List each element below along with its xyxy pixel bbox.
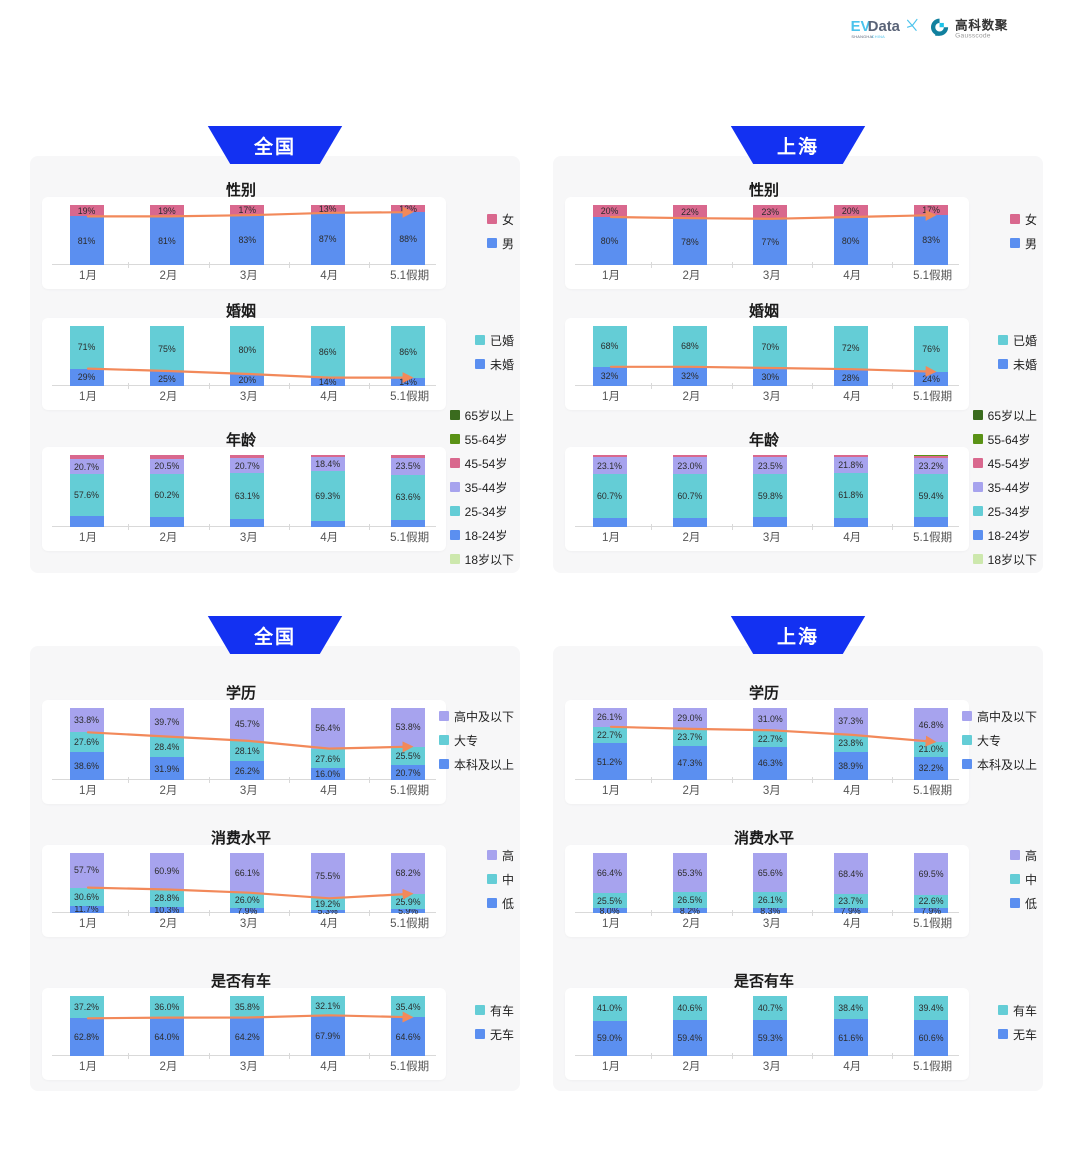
svg-text:Gausscode: Gausscode xyxy=(955,32,991,39)
svg-text:CHINA: CHINA xyxy=(872,34,885,39)
svg-text:高科数聚: 高科数聚 xyxy=(955,18,1008,33)
svg-text:Data: Data xyxy=(868,19,901,35)
svg-text:SHANGHAI: SHANGHAI xyxy=(851,34,873,39)
